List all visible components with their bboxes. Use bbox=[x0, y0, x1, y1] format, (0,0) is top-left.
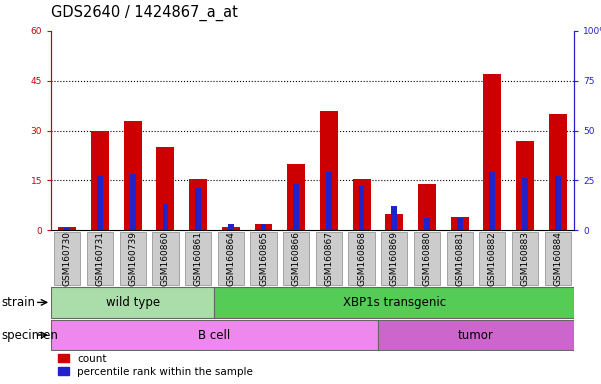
Text: GSM160867: GSM160867 bbox=[325, 231, 334, 286]
Bar bbox=[51, 320, 378, 350]
Bar bbox=[320, 111, 338, 230]
Bar bbox=[153, 232, 178, 285]
Text: tumor: tumor bbox=[458, 329, 494, 341]
Bar bbox=[124, 121, 142, 230]
Bar bbox=[424, 218, 430, 230]
Bar bbox=[195, 189, 201, 230]
Bar bbox=[156, 147, 174, 230]
Bar bbox=[516, 141, 534, 230]
Bar bbox=[555, 177, 561, 230]
Bar bbox=[414, 232, 440, 285]
Bar bbox=[479, 232, 505, 285]
Text: wild type: wild type bbox=[106, 296, 160, 309]
Text: GSM160880: GSM160880 bbox=[423, 231, 432, 286]
Text: GSM160860: GSM160860 bbox=[161, 231, 170, 286]
Bar bbox=[522, 179, 528, 230]
Bar bbox=[189, 179, 207, 230]
Bar bbox=[545, 232, 571, 285]
Text: strain: strain bbox=[1, 296, 35, 309]
Bar bbox=[130, 174, 136, 230]
Text: GSM160868: GSM160868 bbox=[357, 231, 366, 286]
Bar bbox=[283, 232, 310, 285]
Text: GSM160864: GSM160864 bbox=[227, 231, 236, 286]
Bar bbox=[385, 214, 403, 230]
Bar bbox=[58, 227, 76, 230]
Bar bbox=[120, 232, 146, 285]
Text: GSM160739: GSM160739 bbox=[128, 231, 137, 286]
Text: GSM160861: GSM160861 bbox=[194, 231, 203, 286]
Text: B cell: B cell bbox=[198, 329, 231, 341]
Bar bbox=[378, 320, 574, 350]
Text: GSM160883: GSM160883 bbox=[520, 231, 529, 286]
Text: GSM160866: GSM160866 bbox=[291, 231, 300, 286]
Text: GSM160865: GSM160865 bbox=[259, 231, 268, 286]
Bar bbox=[489, 172, 495, 230]
Bar bbox=[391, 207, 397, 230]
Bar bbox=[418, 184, 436, 230]
Bar bbox=[228, 224, 234, 230]
Text: GSM160884: GSM160884 bbox=[553, 231, 562, 286]
Bar bbox=[215, 287, 574, 318]
Bar bbox=[261, 224, 266, 230]
Bar bbox=[349, 232, 374, 285]
Text: GSM160881: GSM160881 bbox=[455, 231, 464, 286]
Text: specimen: specimen bbox=[1, 329, 58, 341]
Bar bbox=[483, 74, 501, 230]
Text: GSM160731: GSM160731 bbox=[96, 231, 105, 286]
Text: GDS2640 / 1424867_a_at: GDS2640 / 1424867_a_at bbox=[51, 5, 238, 21]
Bar bbox=[97, 177, 103, 230]
Bar bbox=[457, 218, 463, 230]
Bar bbox=[162, 204, 168, 230]
Bar bbox=[91, 131, 109, 230]
Text: XBP1s transgenic: XBP1s transgenic bbox=[343, 296, 446, 309]
Bar bbox=[251, 232, 276, 285]
Bar bbox=[316, 232, 342, 285]
Bar bbox=[326, 172, 332, 230]
Bar bbox=[451, 217, 469, 230]
Bar bbox=[185, 232, 211, 285]
Bar bbox=[54, 232, 81, 285]
Bar bbox=[287, 164, 305, 230]
Text: GSM160730: GSM160730 bbox=[63, 231, 72, 286]
Text: GSM160882: GSM160882 bbox=[488, 231, 497, 286]
Bar bbox=[64, 228, 70, 230]
Bar bbox=[353, 179, 371, 230]
Bar bbox=[512, 232, 538, 285]
Text: GSM160869: GSM160869 bbox=[389, 231, 398, 286]
Bar bbox=[447, 232, 472, 285]
Bar bbox=[51, 287, 215, 318]
Bar bbox=[87, 232, 113, 285]
Bar bbox=[218, 232, 244, 285]
Bar bbox=[222, 227, 240, 230]
Legend: count, percentile rank within the sample: count, percentile rank within the sample bbox=[56, 351, 255, 379]
Bar bbox=[549, 114, 567, 230]
Bar bbox=[254, 224, 272, 230]
Bar bbox=[359, 187, 364, 230]
Bar bbox=[381, 232, 407, 285]
Bar bbox=[293, 184, 299, 230]
